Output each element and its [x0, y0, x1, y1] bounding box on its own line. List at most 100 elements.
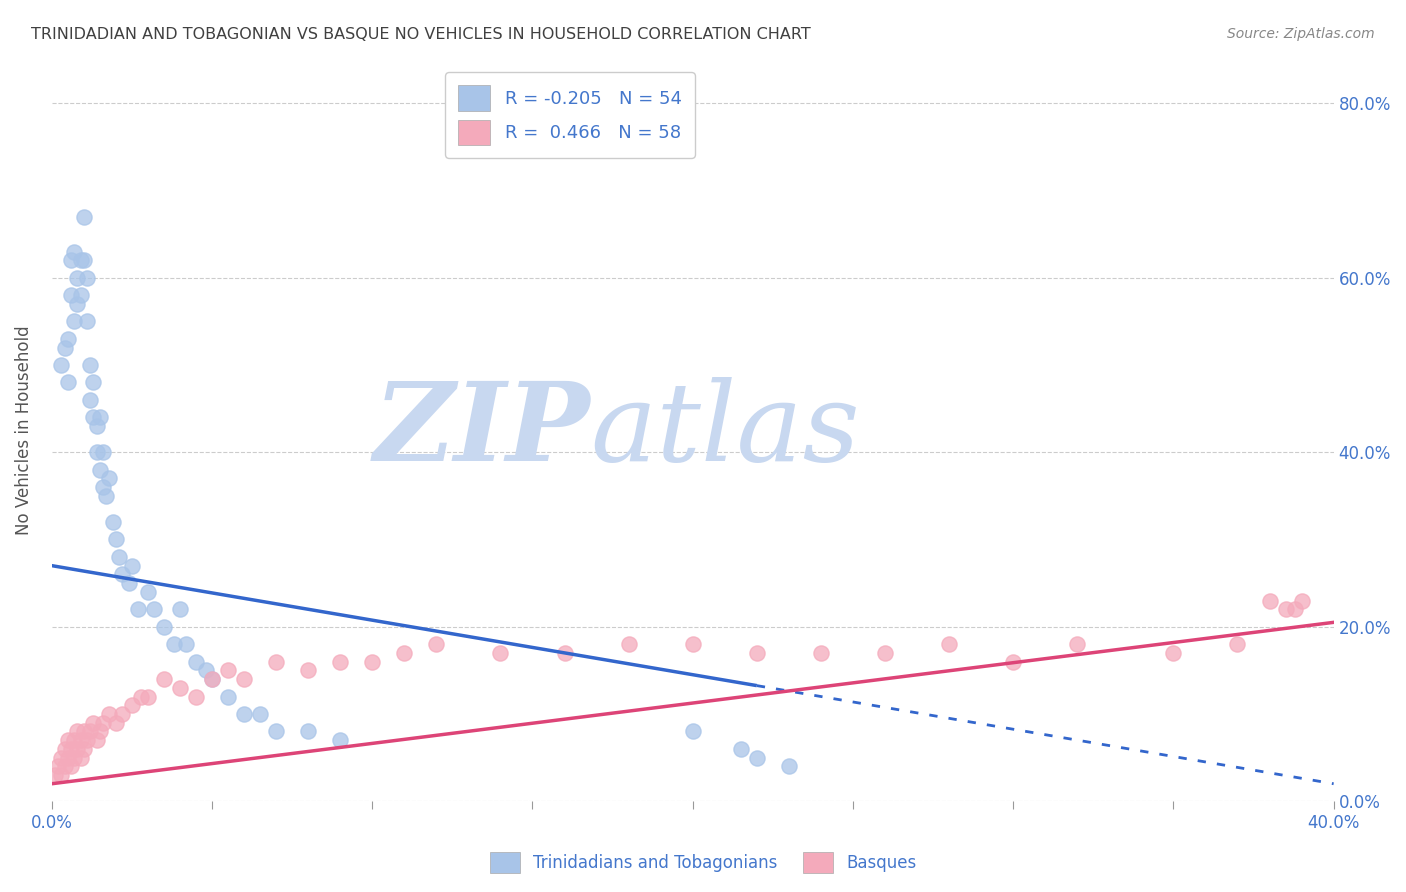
Point	[66, 297, 89, 311]
Point	[217, 690, 239, 704]
Point	[201, 672, 224, 686]
Point	[69, 288, 91, 302]
Point	[69, 253, 91, 268]
Point	[136, 584, 159, 599]
Point	[82, 376, 104, 390]
Legend: Trinidadians and Tobagonians, Basques: Trinidadians and Tobagonians, Basques	[484, 846, 922, 880]
Point	[59, 742, 82, 756]
Point	[53, 742, 76, 756]
Point	[63, 733, 86, 747]
Point	[233, 706, 256, 721]
Point	[96, 489, 118, 503]
Point	[873, 646, 896, 660]
Point	[108, 549, 131, 564]
Point	[56, 750, 79, 764]
Y-axis label: No Vehicles in Household: No Vehicles in Household	[15, 326, 32, 535]
Point	[1291, 593, 1313, 607]
Point	[56, 376, 79, 390]
Point	[86, 733, 108, 747]
Point	[1274, 602, 1296, 616]
Point	[91, 445, 114, 459]
Point	[79, 392, 101, 407]
Point	[91, 480, 114, 494]
Point	[46, 759, 69, 773]
Point	[1258, 593, 1281, 607]
Point	[143, 602, 166, 616]
Point	[217, 663, 239, 677]
Point	[162, 637, 184, 651]
Point	[169, 681, 191, 695]
Point	[69, 733, 91, 747]
Point	[1284, 602, 1306, 616]
Point	[194, 663, 217, 677]
Point	[425, 637, 447, 651]
Point	[553, 646, 575, 660]
Point	[51, 358, 73, 372]
Point	[329, 733, 352, 747]
Text: Source: ZipAtlas.com: Source: ZipAtlas.com	[1227, 27, 1375, 41]
Point	[201, 672, 224, 686]
Point	[682, 724, 704, 739]
Point	[89, 724, 111, 739]
Point	[131, 690, 153, 704]
Point	[89, 410, 111, 425]
Point	[56, 733, 79, 747]
Point	[184, 690, 207, 704]
Point	[59, 759, 82, 773]
Point	[329, 655, 352, 669]
Point	[1226, 637, 1249, 651]
Legend: R = -0.205   N = 54, R =  0.466   N = 58: R = -0.205 N = 54, R = 0.466 N = 58	[446, 72, 695, 158]
Point	[121, 698, 143, 713]
Point	[730, 742, 752, 756]
Point	[63, 314, 86, 328]
Point	[1066, 637, 1088, 651]
Point	[810, 646, 832, 660]
Point	[76, 733, 98, 747]
Point	[73, 253, 96, 268]
Point	[1002, 655, 1025, 669]
Point	[98, 706, 121, 721]
Point	[86, 445, 108, 459]
Point	[91, 715, 114, 730]
Point	[361, 655, 384, 669]
Point	[44, 768, 66, 782]
Text: atlas: atlas	[591, 376, 859, 484]
Point	[297, 724, 319, 739]
Point	[745, 750, 768, 764]
Point	[121, 558, 143, 573]
Point	[153, 620, 176, 634]
Point	[938, 637, 960, 651]
Point	[778, 759, 800, 773]
Point	[127, 602, 149, 616]
Point	[98, 471, 121, 485]
Point	[264, 724, 287, 739]
Point	[264, 655, 287, 669]
Point	[53, 759, 76, 773]
Point	[101, 515, 124, 529]
Point	[89, 463, 111, 477]
Point	[66, 270, 89, 285]
Point	[136, 690, 159, 704]
Point	[51, 750, 73, 764]
Point	[76, 270, 98, 285]
Point	[617, 637, 640, 651]
Point	[79, 724, 101, 739]
Text: ZIP: ZIP	[374, 376, 591, 484]
Point	[51, 768, 73, 782]
Point	[297, 663, 319, 677]
Point	[176, 637, 198, 651]
Point	[66, 742, 89, 756]
Point	[59, 288, 82, 302]
Point	[184, 655, 207, 669]
Point	[169, 602, 191, 616]
Point	[63, 750, 86, 764]
Point	[69, 750, 91, 764]
Point	[63, 244, 86, 259]
Point	[682, 637, 704, 651]
Point	[53, 341, 76, 355]
Point	[111, 567, 134, 582]
Point	[111, 706, 134, 721]
Point	[59, 253, 82, 268]
Point	[56, 332, 79, 346]
Point	[249, 706, 271, 721]
